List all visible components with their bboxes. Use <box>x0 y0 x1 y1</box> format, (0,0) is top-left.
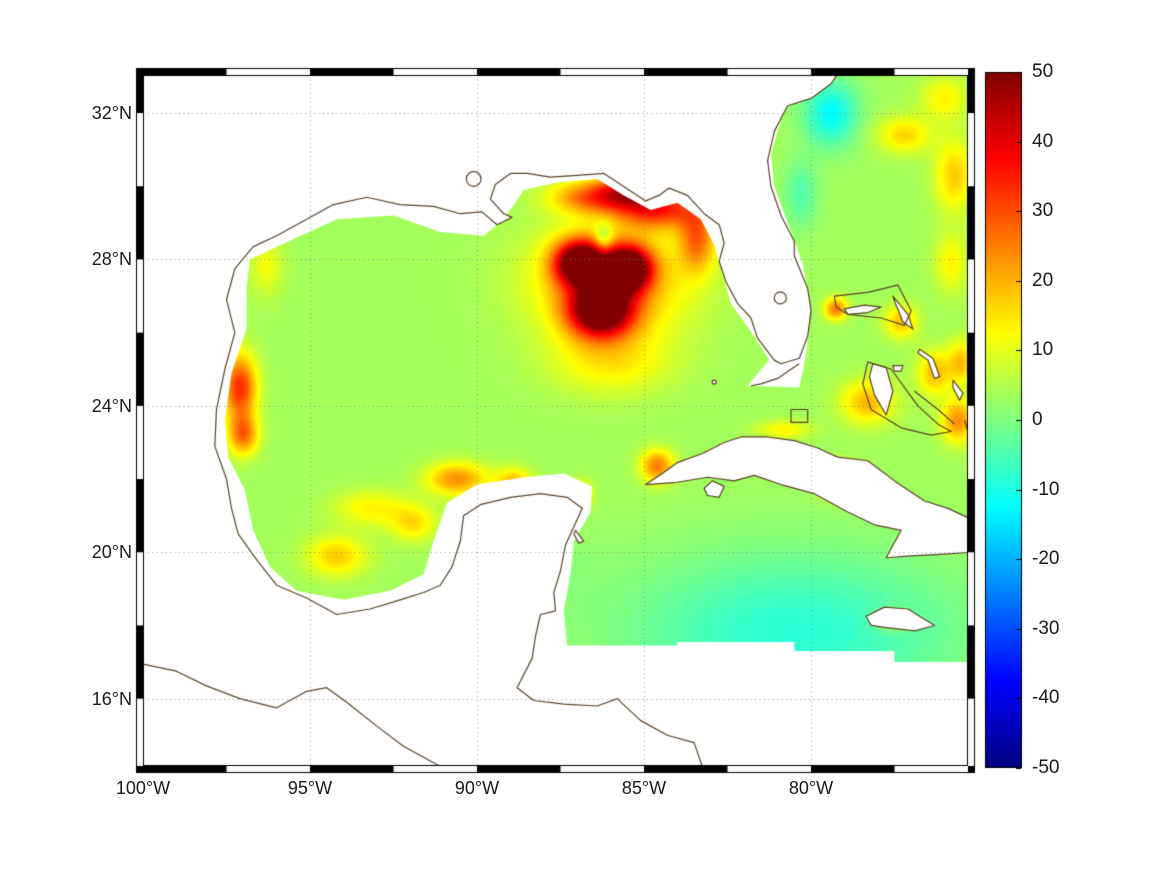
colorbar-tick-label: -50 <box>1032 757 1060 778</box>
y-tick-label: 24°N <box>91 395 132 416</box>
colorbar-tick-label: 40 <box>1032 130 1054 152</box>
x-tick-label: 90°W <box>454 778 500 798</box>
y-tick-label: 20°N <box>91 542 132 563</box>
y-tick-label: 28°N <box>91 249 132 270</box>
colorbar-tick-label: -20 <box>1032 548 1060 570</box>
colorbar-tick-label: 10 <box>1032 339 1054 361</box>
colorbar-tick-label: 30 <box>1032 200 1054 222</box>
x-tick-label: 85°W <box>621 778 667 798</box>
y-tick-label: 16°N <box>91 688 132 709</box>
colorbar-tick-label: 20 <box>1032 269 1054 291</box>
colorbar-tick-label: -30 <box>1032 617 1060 639</box>
y-tick-label: 32°N <box>91 103 132 124</box>
x-tick-label: 80°W <box>788 778 834 798</box>
x-tick-label: 100°W <box>115 778 171 798</box>
colorbar-tick-label: -10 <box>1032 478 1060 500</box>
colorbar-tick-label: -40 <box>1032 687 1060 709</box>
colorbar-tick-label: 0 <box>1032 409 1043 430</box>
x-tick-label: 95°W <box>287 778 333 798</box>
colorbar-tick-label: 50 <box>1032 61 1054 82</box>
